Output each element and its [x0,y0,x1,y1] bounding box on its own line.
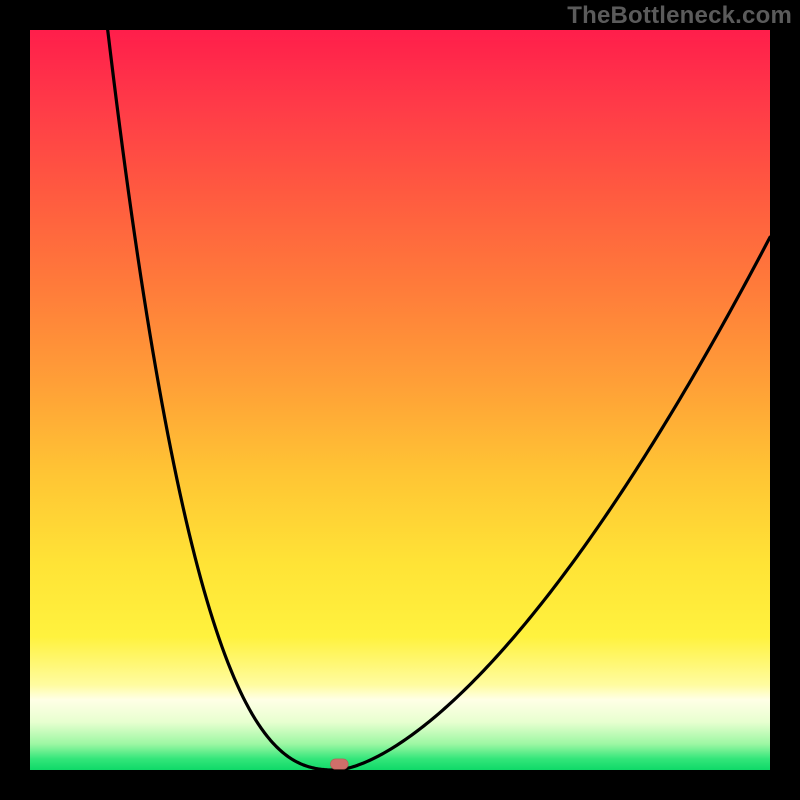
gradient-plot-area [30,30,770,770]
watermark-text: TheBottleneck.com [567,2,792,30]
chart-container: TheBottleneck.com [0,0,800,800]
notch-marker [330,759,348,769]
bottleneck-chart [0,0,800,800]
